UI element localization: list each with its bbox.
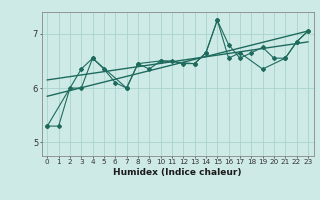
X-axis label: Humidex (Indice chaleur): Humidex (Indice chaleur) [113, 168, 242, 177]
